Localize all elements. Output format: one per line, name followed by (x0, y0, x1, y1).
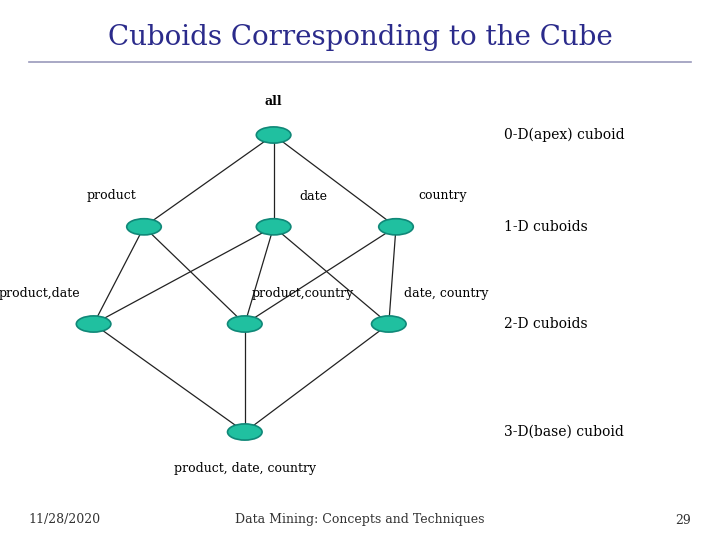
Text: 29: 29 (675, 514, 691, 526)
Ellipse shape (256, 127, 291, 143)
Text: date, country: date, country (404, 287, 489, 300)
Ellipse shape (76, 316, 111, 332)
Text: all: all (265, 95, 282, 108)
Text: date: date (300, 190, 327, 202)
Text: product, date, country: product, date, country (174, 462, 316, 475)
Ellipse shape (256, 219, 291, 235)
Text: Cuboids Corresponding to the Cube: Cuboids Corresponding to the Cube (107, 24, 613, 51)
Ellipse shape (372, 316, 406, 332)
Ellipse shape (379, 219, 413, 235)
Text: 3-D(base) cuboid: 3-D(base) cuboid (504, 425, 624, 439)
Ellipse shape (228, 424, 262, 440)
Text: 0-D(apex) cuboid: 0-D(apex) cuboid (504, 128, 625, 142)
Text: 11/28/2020: 11/28/2020 (29, 514, 101, 526)
Ellipse shape (127, 219, 161, 235)
Text: product,country: product,country (251, 287, 354, 300)
Text: 1-D cuboids: 1-D cuboids (504, 220, 588, 234)
Ellipse shape (228, 316, 262, 332)
Text: product,date: product,date (0, 287, 81, 300)
Text: product: product (86, 190, 137, 202)
Text: country: country (418, 190, 467, 202)
Text: Data Mining: Concepts and Techniques: Data Mining: Concepts and Techniques (235, 514, 485, 526)
Text: 2-D cuboids: 2-D cuboids (504, 317, 588, 331)
